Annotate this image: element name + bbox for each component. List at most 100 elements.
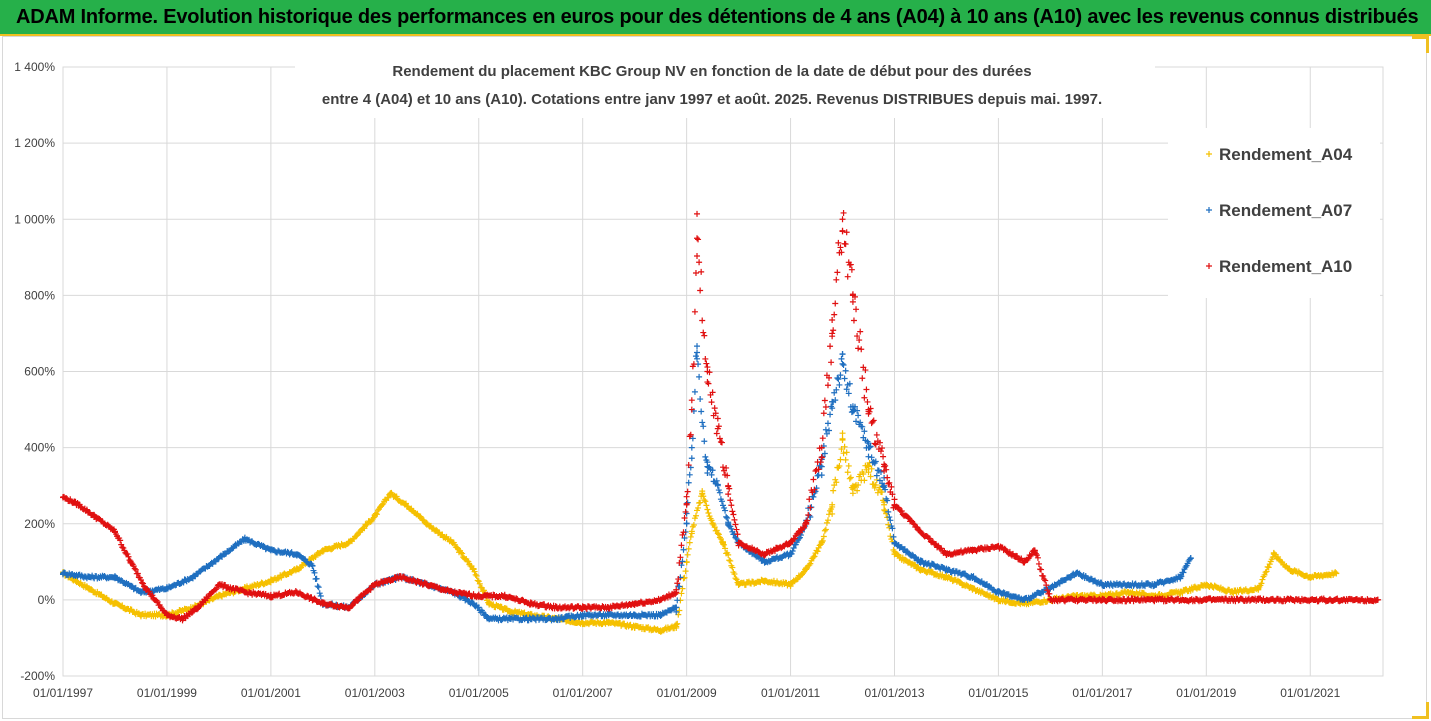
series-point bbox=[838, 355, 845, 362]
series-point bbox=[824, 517, 831, 524]
corner-accent-bottom-right bbox=[1412, 702, 1429, 719]
data-point bbox=[714, 425, 721, 432]
data-point bbox=[85, 574, 92, 581]
series-point bbox=[868, 454, 875, 461]
series-point bbox=[1178, 573, 1185, 580]
data-point bbox=[787, 539, 794, 546]
series-point bbox=[726, 557, 733, 564]
data-point bbox=[506, 608, 513, 615]
data-point bbox=[215, 581, 222, 588]
data-point bbox=[1099, 596, 1106, 603]
x-tick-label: 01/01/2013 bbox=[864, 686, 924, 700]
data-point bbox=[829, 330, 836, 337]
data-point bbox=[605, 604, 612, 611]
y-tick-label: 600% bbox=[24, 365, 55, 379]
series-point bbox=[260, 542, 267, 549]
series-point bbox=[818, 472, 825, 479]
series-point bbox=[724, 472, 731, 479]
series-point bbox=[861, 477, 868, 484]
series-point bbox=[134, 570, 141, 577]
series-point bbox=[928, 568, 935, 575]
data-point bbox=[818, 463, 825, 470]
series-point bbox=[351, 599, 358, 606]
series-point bbox=[835, 239, 842, 246]
series-point bbox=[684, 551, 691, 558]
series-point bbox=[811, 553, 818, 560]
legend-marker bbox=[1206, 207, 1212, 213]
chart-title-line-1: Rendement du placement KBC Group NV en f… bbox=[392, 63, 1031, 80]
series-point bbox=[823, 519, 830, 526]
series-point bbox=[729, 564, 736, 571]
data-point bbox=[137, 612, 144, 619]
series-Rendement_A04 bbox=[60, 430, 1340, 635]
series-point bbox=[877, 448, 884, 455]
series-point bbox=[889, 491, 896, 498]
series-point bbox=[853, 306, 860, 313]
data-point bbox=[470, 600, 477, 607]
series-point bbox=[854, 407, 861, 414]
series-point bbox=[833, 479, 840, 486]
series-point bbox=[1266, 561, 1273, 568]
series-point bbox=[711, 524, 718, 531]
data-point bbox=[1307, 574, 1314, 581]
series-point bbox=[845, 462, 852, 469]
corner-accent-top-right bbox=[1412, 36, 1429, 53]
series-point bbox=[824, 382, 831, 389]
series-point bbox=[690, 522, 697, 529]
chart-title-line-2: entre 4 (A04) et 10 ans (A10). Cotations… bbox=[322, 91, 1102, 108]
data-point bbox=[865, 463, 872, 470]
data-point bbox=[387, 490, 394, 497]
data-point bbox=[829, 501, 836, 508]
x-tick-label: 01/01/2005 bbox=[449, 686, 509, 700]
series-point bbox=[474, 577, 481, 584]
data-point bbox=[1333, 570, 1340, 577]
series-point bbox=[1014, 553, 1021, 560]
series-point bbox=[140, 580, 147, 587]
series-point bbox=[872, 482, 879, 489]
data-point bbox=[449, 539, 456, 546]
series-point bbox=[833, 386, 840, 393]
data-point bbox=[527, 615, 534, 622]
series-point bbox=[898, 508, 905, 515]
series-point bbox=[458, 549, 465, 556]
series-point bbox=[678, 542, 685, 549]
series-point bbox=[771, 548, 778, 555]
series-point bbox=[1263, 568, 1270, 575]
series-point bbox=[698, 408, 705, 415]
data-point bbox=[657, 627, 664, 634]
series-point bbox=[840, 362, 847, 369]
series-point bbox=[679, 531, 686, 538]
series-point bbox=[119, 544, 126, 551]
series-point bbox=[857, 328, 864, 335]
series-point bbox=[848, 266, 855, 273]
data-point bbox=[969, 585, 976, 592]
data-point bbox=[881, 482, 888, 489]
series-point bbox=[1040, 573, 1047, 580]
series-point bbox=[708, 471, 715, 478]
series-point bbox=[865, 453, 872, 460]
series-point bbox=[731, 516, 738, 523]
series-point bbox=[701, 438, 708, 445]
series-point bbox=[873, 431, 880, 438]
series-point bbox=[1000, 589, 1007, 596]
data-point bbox=[293, 566, 300, 573]
series-point bbox=[727, 497, 734, 504]
series-point bbox=[698, 268, 705, 275]
series-point bbox=[832, 397, 839, 404]
data-point bbox=[917, 558, 924, 565]
series-point bbox=[970, 573, 977, 580]
series-point bbox=[678, 590, 685, 597]
series-point bbox=[311, 569, 318, 576]
series-point bbox=[63, 494, 70, 501]
series-point bbox=[1033, 552, 1040, 559]
series-point bbox=[858, 346, 865, 353]
series-point bbox=[840, 450, 847, 457]
series-point bbox=[713, 477, 720, 484]
data-point bbox=[1255, 585, 1262, 592]
data-point bbox=[969, 574, 976, 581]
series-point bbox=[844, 469, 851, 476]
series-point bbox=[879, 445, 886, 452]
data-point bbox=[995, 543, 1002, 550]
data-point bbox=[241, 589, 248, 596]
